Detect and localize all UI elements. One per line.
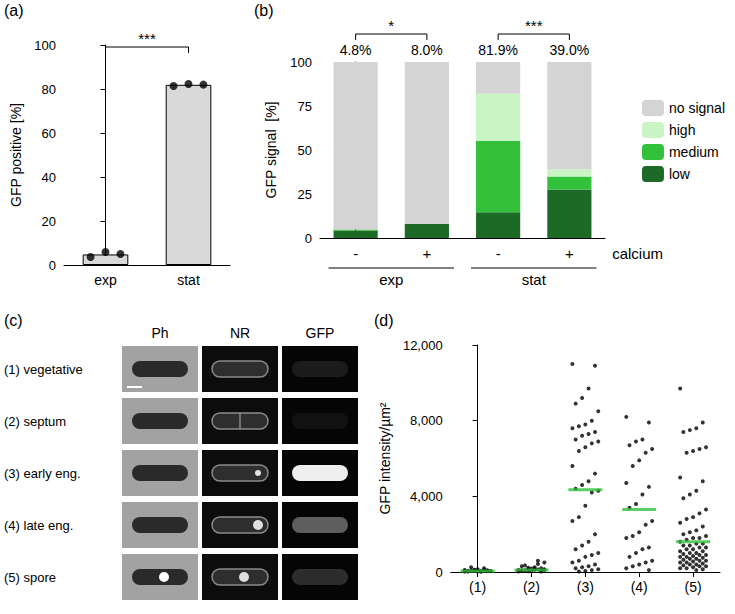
svg-text:(2) septum: (2) septum xyxy=(4,414,66,429)
svg-text:(1): (1) xyxy=(469,579,486,595)
svg-text:8.0%: 8.0% xyxy=(411,42,443,58)
html-text:(b): (b) xyxy=(254,2,274,19)
svg-text:GFP: GFP xyxy=(306,325,335,341)
svg-text:+: + xyxy=(422,245,431,262)
svg-text:0: 0 xyxy=(435,565,442,580)
svg-text:8,000: 8,000 xyxy=(410,413,443,428)
svg-text:medium: medium xyxy=(669,144,719,160)
svg-text:stat: stat xyxy=(522,271,547,288)
svg-text:50: 50 xyxy=(298,143,312,158)
svg-text:exp: exp xyxy=(379,271,403,288)
svg-text:40: 40 xyxy=(42,170,56,185)
svg-text:60: 60 xyxy=(42,126,56,141)
svg-text:(2): (2) xyxy=(523,579,540,595)
svg-text:100: 100 xyxy=(34,38,56,53)
html-text:(a): (a) xyxy=(4,2,24,19)
svg-text:high: high xyxy=(669,122,695,138)
svg-text:GFP positive [%]: GFP positive [%] xyxy=(8,103,24,207)
svg-text:low: low xyxy=(669,166,691,182)
svg-text:25: 25 xyxy=(298,187,312,202)
svg-text:-: - xyxy=(353,245,358,262)
svg-text:+: + xyxy=(565,245,574,262)
svg-text:100: 100 xyxy=(290,55,312,70)
svg-text:GFP signal [%]: GFP signal [%] xyxy=(263,101,279,198)
svg-text:no signal: no signal xyxy=(669,100,725,116)
svg-text:(4) late eng.: (4) late eng. xyxy=(4,518,73,533)
html-text:(c): (c) xyxy=(4,312,23,329)
svg-text:(1) vegetative: (1) vegetative xyxy=(4,362,83,377)
svg-text:GFP intensity/µm²: GFP intensity/µm² xyxy=(377,402,393,514)
svg-text:75: 75 xyxy=(298,99,312,114)
svg-text:4.8%: 4.8% xyxy=(340,42,372,58)
svg-text:stat: stat xyxy=(177,272,200,288)
svg-text:20: 20 xyxy=(42,214,56,229)
svg-text:Ph: Ph xyxy=(151,325,168,341)
svg-text:12,000: 12,000 xyxy=(403,338,443,353)
svg-text:(3) early eng.: (3) early eng. xyxy=(4,466,81,481)
html-text:(d): (d) xyxy=(374,312,394,329)
svg-text:(5): (5) xyxy=(685,579,702,595)
svg-text:***: *** xyxy=(138,30,156,47)
svg-text:-: - xyxy=(496,245,501,262)
svg-text:***: *** xyxy=(525,17,543,34)
svg-text:39.0%: 39.0% xyxy=(550,42,590,58)
svg-text:4,000: 4,000 xyxy=(410,489,443,504)
svg-text:*: * xyxy=(388,17,394,34)
svg-text:(5) spore: (5) spore xyxy=(4,570,56,585)
svg-text:81.9%: 81.9% xyxy=(478,42,518,58)
svg-text:(3): (3) xyxy=(577,579,594,595)
svg-text:80: 80 xyxy=(42,82,56,97)
svg-text:calcium: calcium xyxy=(612,245,663,262)
svg-text:exp: exp xyxy=(94,272,117,288)
svg-text:NR: NR xyxy=(230,325,250,341)
svg-text:0: 0 xyxy=(305,231,312,246)
svg-text:0: 0 xyxy=(49,258,56,273)
svg-text:(4): (4) xyxy=(631,579,648,595)
